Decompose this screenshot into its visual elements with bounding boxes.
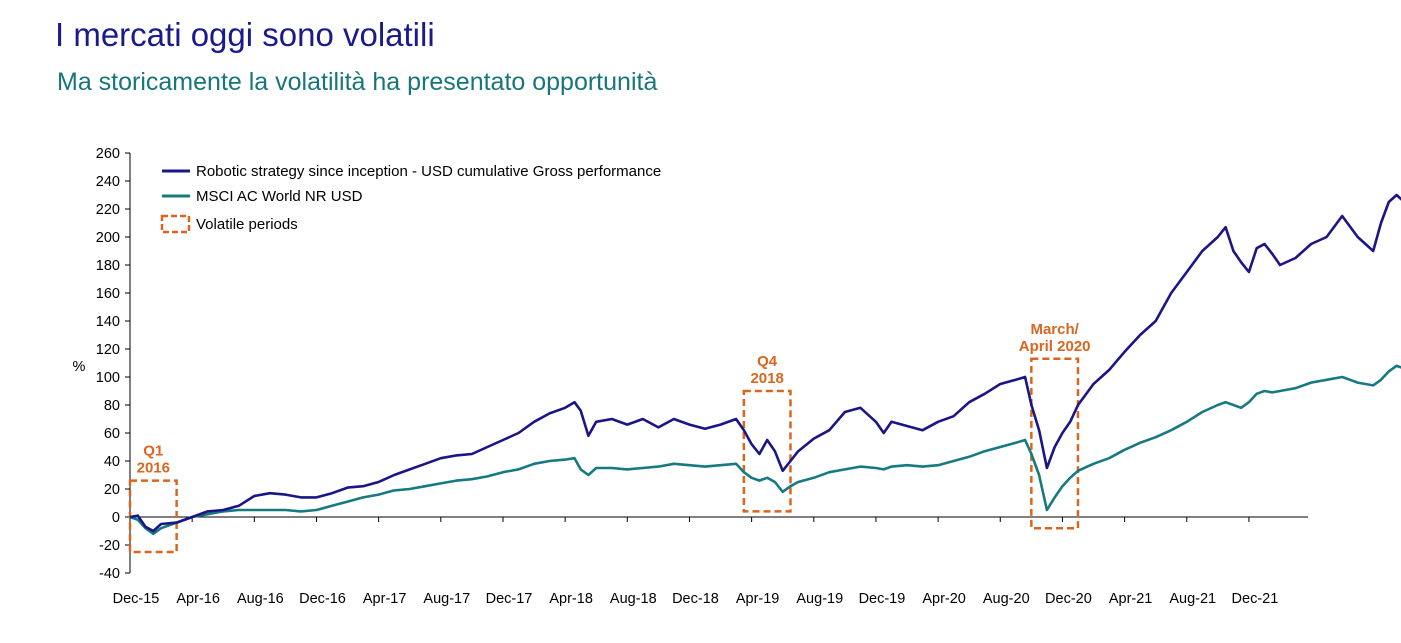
- y-tick-label: 200: [96, 230, 120, 246]
- volatile-period-label: March/: [1030, 321, 1079, 338]
- x-tick-label: Aug-18: [610, 591, 657, 607]
- y-tick-label: -20: [99, 538, 120, 554]
- y-tick-label: 40: [104, 454, 120, 470]
- volatile-period-box: [742, 389, 792, 513]
- legend-swatch-box: [160, 214, 191, 234]
- y-tick-label: 120: [96, 342, 120, 358]
- volatile-period-label: Q4: [757, 353, 778, 370]
- y-tick-label: 180: [96, 258, 120, 274]
- volatile-period-label: April 2020: [1019, 338, 1091, 355]
- legend-label: Robotic strategy since inception - USD c…: [196, 163, 661, 180]
- y-tick-label: 260: [96, 146, 120, 162]
- y-tick-label: 140: [96, 314, 120, 330]
- x-tick-label: Dec-16: [299, 591, 346, 607]
- y-tick-label: 0: [112, 510, 120, 526]
- chart-legend: Robotic strategy since inception - USD c…: [160, 163, 661, 234]
- x-tick-label: Aug-16: [237, 591, 284, 607]
- x-tick-label: Dec-19: [859, 591, 906, 607]
- volatile-period-label: 2018: [750, 370, 783, 387]
- legend-label: Volatile periods: [196, 216, 298, 233]
- y-tick-label: 100: [96, 370, 120, 386]
- x-tick-label: Apr-17: [363, 591, 407, 607]
- y-tick-label: 60: [104, 426, 120, 442]
- x-tick-label: Apr-19: [736, 591, 780, 607]
- x-tick-label: Apr-20: [922, 591, 966, 607]
- y-tick-label: 160: [96, 286, 120, 302]
- page-subtitle: Ma storicamente la volatilità ha present…: [57, 68, 658, 96]
- page-title: I mercati oggi sono volatili: [55, 16, 435, 53]
- chart-series: [129, 193, 1401, 536]
- x-tick-label: Dec-21: [1232, 591, 1279, 607]
- x-tick-label: Dec-20: [1045, 591, 1092, 607]
- x-tick-label: Dec-17: [486, 591, 533, 607]
- x-tick-label: Apr-18: [549, 591, 593, 607]
- x-tick-label: Aug-19: [796, 591, 843, 607]
- volatile-period-box: [1030, 357, 1080, 530]
- chart-axes: -40 -20 0 20 40 60 80 100 120 140 160 180 200 220 240 2…: [73, 146, 1308, 607]
- legend-label: MSCI AC World NR USD: [196, 188, 363, 205]
- y-tick-label: 80: [104, 398, 120, 414]
- robotic-strategy-line: [129, 193, 1401, 533]
- y-tick-label: -40: [99, 566, 120, 582]
- y-tick-label: 220: [96, 202, 120, 218]
- x-tick-label: Aug-17: [423, 591, 470, 607]
- x-tick-label: Dec-15: [113, 591, 160, 607]
- x-tick-label: Aug-20: [983, 591, 1030, 607]
- x-tick-label: Apr-21: [1109, 591, 1153, 607]
- msci-acwi-line: [129, 364, 1401, 536]
- y-tick-label: 20: [104, 482, 120, 498]
- y-tick-label: 240: [96, 174, 120, 190]
- volatile-period-label: 2016: [137, 460, 170, 477]
- x-tick-label: Aug-21: [1169, 591, 1216, 607]
- x-tick-label: Apr-16: [176, 591, 220, 607]
- volatile-period-label: Q1: [143, 443, 163, 460]
- x-tick-label: Dec-18: [672, 591, 719, 607]
- y-axis-label: %: [73, 359, 86, 375]
